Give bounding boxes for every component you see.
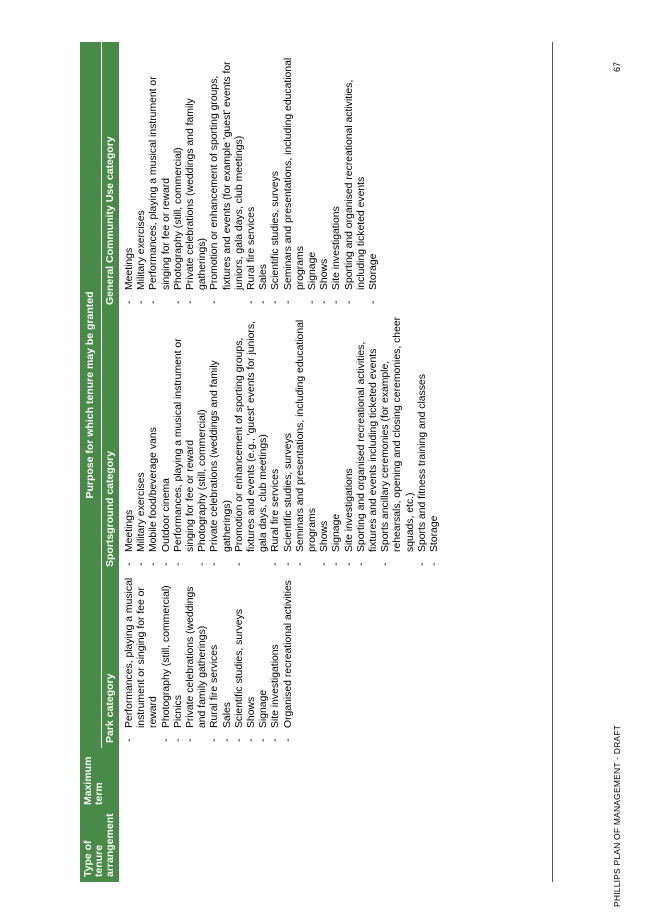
list-item: Meetings <box>124 46 136 304</box>
list-item: Promotion or enhancement of sporting gro… <box>234 314 271 566</box>
list-item: Signage <box>307 46 319 304</box>
list-item: Private celebrations (weddings and famil… <box>209 314 233 566</box>
list-item: Site investigations <box>344 314 356 566</box>
list-item: Organised recreational activities <box>283 576 295 742</box>
list-item: Sporting and organised recreational acti… <box>344 46 368 304</box>
park-cell: Performances, playing a musical instrume… <box>119 572 553 748</box>
list-item: Sporting and organised recreational acti… <box>356 314 380 566</box>
list-item: Site investigations <box>331 46 343 304</box>
list-item: Sales <box>258 46 270 304</box>
list-item: Meetings <box>124 314 136 566</box>
list-item: Scientific studies, surveys <box>234 576 246 742</box>
list-item: Military exercises <box>136 46 148 304</box>
list-item: Photography (still, commercial) <box>173 46 185 304</box>
list-item: Seminars and presentations, including ed… <box>295 314 319 566</box>
list-item: Private celebrations (weddings and famil… <box>185 576 209 742</box>
list-item: Signage <box>258 576 270 742</box>
list-item: Performances, playing a musical instrume… <box>173 314 197 566</box>
footer-document-title: PHILLIPS PLAN OF MANAGEMENT - DRAFT <box>612 724 622 907</box>
list-item: Photography (still, commercial) <box>161 576 173 742</box>
header-sportsground-category: Sportsground category <box>101 310 119 572</box>
list-item: Outdoor cinema <box>161 314 173 566</box>
list-item: Storage <box>368 46 380 304</box>
header-maximum-term: Maximum term <box>80 748 119 810</box>
sportsground-list: MeetingsMilitary exercisesMobile food/be… <box>124 314 441 566</box>
header-purpose-group: Purpose for which tenure may be granted <box>80 42 102 748</box>
community-cell: MeetingsMilitary exercisesPerformances, … <box>119 42 553 310</box>
list-item: Military exercises <box>136 314 148 566</box>
list-item: Rural fire services <box>270 314 282 566</box>
sportsground-cell: MeetingsMilitary exercisesMobile food/be… <box>119 310 553 572</box>
list-item: Shows <box>319 314 331 566</box>
list-item: Rural fire services <box>246 46 258 304</box>
table-row: Performances, playing a musical instrume… <box>119 42 553 882</box>
list-item: Rural fire services <box>209 576 221 742</box>
term-cell <box>119 748 553 810</box>
list-item: Site investigations <box>270 576 282 742</box>
community-list: MeetingsMilitary exercisesPerformances, … <box>124 46 380 304</box>
header-community-category: General Community Use category <box>101 42 119 310</box>
list-item: Signage <box>331 314 343 566</box>
header-type-of-tenure: Type of tenure arrangement <box>80 810 119 882</box>
list-item: Promotion or enhancement of sporting gro… <box>209 46 246 304</box>
list-item: Picnics <box>173 576 185 742</box>
rotated-tenure-table: Type of tenure arrangement Maximum term … <box>80 42 600 882</box>
list-item: Performances, playing a musical instrume… <box>148 46 172 304</box>
park-list: Performances, playing a musical instrume… <box>124 576 295 742</box>
list-item: Storage <box>429 314 441 566</box>
list-item: Sports and fitness training and classes <box>417 314 429 566</box>
list-item: Photography (still, commercial) <box>197 314 209 566</box>
list-item: Private celebrations (weddings and famil… <box>185 46 209 304</box>
list-item: Mobile food/beverage vans <box>148 314 160 566</box>
list-item: Shows <box>246 576 258 742</box>
tenure-purpose-table: Type of tenure arrangement Maximum term … <box>80 42 553 882</box>
header-park-category: Park category <box>101 572 119 748</box>
page-number: 67 <box>612 61 622 72</box>
list-item: Sales <box>222 576 234 742</box>
list-item: Shows <box>319 46 331 304</box>
list-item: Performances, playing a musical instrume… <box>124 576 161 742</box>
list-item: Scientific studies, surveys <box>270 46 282 304</box>
list-item: Seminars and presentations, including ed… <box>283 46 307 304</box>
list-item: Sports ancillary ceremonies (for example… <box>380 314 417 566</box>
list-item: Scientific studies, surveys <box>283 314 295 566</box>
type-cell <box>119 810 553 882</box>
